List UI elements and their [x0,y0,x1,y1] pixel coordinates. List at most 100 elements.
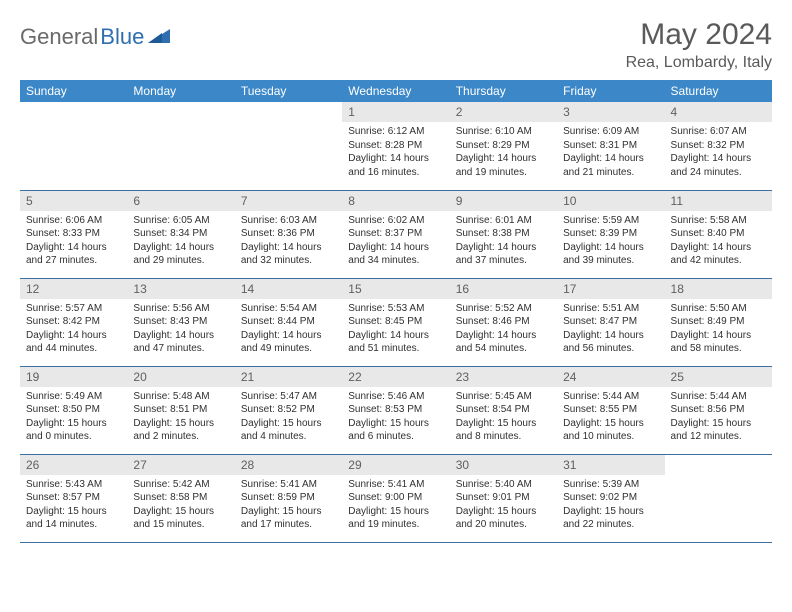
daylight-text: Daylight: 14 hours and 56 minutes. [563,329,658,356]
day-number: 29 [342,455,449,475]
daylight-text: Daylight: 14 hours and 47 minutes. [133,329,228,356]
day-number: 16 [450,279,557,299]
day-number: 31 [557,455,664,475]
calendar-week-row: 12Sunrise: 5:57 AMSunset: 8:42 PMDayligh… [20,278,772,366]
sunrise-text: Sunrise: 6:03 AM [241,214,336,228]
page-container: GeneralBlue May 2024 Rea, Lombardy, Ital… [0,0,792,561]
sunrise-text: Sunrise: 6:12 AM [348,125,443,139]
daylight-text: Daylight: 14 hours and 24 minutes. [671,152,766,179]
sunrise-text: Sunrise: 5:44 AM [671,390,766,404]
sunrise-text: Sunrise: 5:40 AM [456,478,551,492]
cell-body: Sunrise: 5:48 AMSunset: 8:51 PMDaylight:… [127,387,234,448]
cell-body: Sunrise: 5:42 AMSunset: 8:58 PMDaylight:… [127,475,234,536]
sunrise-text: Sunrise: 6:06 AM [26,214,121,228]
day-header: Saturday [665,80,772,102]
sunrise-text: Sunrise: 6:07 AM [671,125,766,139]
cell-body: Sunrise: 6:06 AMSunset: 8:33 PMDaylight:… [20,211,127,272]
cell-body: Sunrise: 6:02 AMSunset: 8:37 PMDaylight:… [342,211,449,272]
calendar-cell: 3Sunrise: 6:09 AMSunset: 8:31 PMDaylight… [557,102,664,190]
sunset-text: Sunset: 8:33 PM [26,227,121,241]
cell-body: Sunrise: 5:57 AMSunset: 8:42 PMDaylight:… [20,299,127,360]
day-number: 8 [342,191,449,211]
brand-logo: GeneralBlue [20,24,170,50]
daylight-text: Daylight: 14 hours and 16 minutes. [348,152,443,179]
day-number: 18 [665,279,772,299]
daylight-text: Daylight: 14 hours and 44 minutes. [26,329,121,356]
calendar-cell: 20Sunrise: 5:48 AMSunset: 8:51 PMDayligh… [127,366,234,454]
day-number-empty [20,102,127,122]
day-number: 20 [127,367,234,387]
day-header: Thursday [450,80,557,102]
calendar-cell: 19Sunrise: 5:49 AMSunset: 8:50 PMDayligh… [20,366,127,454]
day-number: 1 [342,102,449,122]
day-number: 22 [342,367,449,387]
day-number-empty [127,102,234,122]
calendar-cell: 14Sunrise: 5:54 AMSunset: 8:44 PMDayligh… [235,278,342,366]
calendar-cell: 31Sunrise: 5:39 AMSunset: 9:02 PMDayligh… [557,454,664,542]
calendar-cell [665,454,772,542]
daylight-text: Daylight: 14 hours and 51 minutes. [348,329,443,356]
daylight-text: Daylight: 15 hours and 6 minutes. [348,417,443,444]
day-number-empty [665,455,772,475]
calendar-cell: 10Sunrise: 5:59 AMSunset: 8:39 PMDayligh… [557,190,664,278]
daylight-text: Daylight: 14 hours and 39 minutes. [563,241,658,268]
cell-body: Sunrise: 5:49 AMSunset: 8:50 PMDaylight:… [20,387,127,448]
sunset-text: Sunset: 8:45 PM [348,315,443,329]
sunset-text: Sunset: 8:29 PM [456,139,551,153]
daylight-text: Daylight: 14 hours and 37 minutes. [456,241,551,268]
sunset-text: Sunset: 8:56 PM [671,403,766,417]
sunset-text: Sunset: 8:42 PM [26,315,121,329]
sunrise-text: Sunrise: 5:52 AM [456,302,551,316]
sunrise-text: Sunrise: 5:39 AM [563,478,658,492]
sunset-text: Sunset: 8:32 PM [671,139,766,153]
day-number: 17 [557,279,664,299]
cell-body: Sunrise: 6:05 AMSunset: 8:34 PMDaylight:… [127,211,234,272]
cell-body: Sunrise: 6:01 AMSunset: 8:38 PMDaylight:… [450,211,557,272]
sunrise-text: Sunrise: 5:51 AM [563,302,658,316]
sunrise-text: Sunrise: 6:01 AM [456,214,551,228]
sunset-text: Sunset: 8:31 PM [563,139,658,153]
day-header: Tuesday [235,80,342,102]
cell-body: Sunrise: 5:52 AMSunset: 8:46 PMDaylight:… [450,299,557,360]
daylight-text: Daylight: 14 hours and 27 minutes. [26,241,121,268]
calendar-cell [235,102,342,190]
sunrise-text: Sunrise: 6:10 AM [456,125,551,139]
day-number: 24 [557,367,664,387]
calendar-week-row: 5Sunrise: 6:06 AMSunset: 8:33 PMDaylight… [20,190,772,278]
calendar-cell: 24Sunrise: 5:44 AMSunset: 8:55 PMDayligh… [557,366,664,454]
sunset-text: Sunset: 9:00 PM [348,491,443,505]
sunset-text: Sunset: 8:47 PM [563,315,658,329]
day-number: 4 [665,102,772,122]
day-number: 23 [450,367,557,387]
sunrise-text: Sunrise: 5:50 AM [671,302,766,316]
day-number: 3 [557,102,664,122]
header-row: GeneralBlue May 2024 Rea, Lombardy, Ital… [20,18,772,72]
sunrise-text: Sunrise: 5:44 AM [563,390,658,404]
sunrise-text: Sunrise: 6:05 AM [133,214,228,228]
sunset-text: Sunset: 8:36 PM [241,227,336,241]
cell-body: Sunrise: 5:59 AMSunset: 8:39 PMDaylight:… [557,211,664,272]
calendar-cell: 27Sunrise: 5:42 AMSunset: 8:58 PMDayligh… [127,454,234,542]
day-number-empty [235,102,342,122]
sunrise-text: Sunrise: 5:43 AM [26,478,121,492]
day-header: Wednesday [342,80,449,102]
calendar-cell: 16Sunrise: 5:52 AMSunset: 8:46 PMDayligh… [450,278,557,366]
daylight-text: Daylight: 14 hours and 34 minutes. [348,241,443,268]
calendar-cell: 2Sunrise: 6:10 AMSunset: 8:29 PMDaylight… [450,102,557,190]
cell-body: Sunrise: 5:56 AMSunset: 8:43 PMDaylight:… [127,299,234,360]
calendar-cell: 8Sunrise: 6:02 AMSunset: 8:37 PMDaylight… [342,190,449,278]
daylight-text: Daylight: 15 hours and 20 minutes. [456,505,551,532]
calendar-cell: 25Sunrise: 5:44 AMSunset: 8:56 PMDayligh… [665,366,772,454]
cell-body: Sunrise: 5:54 AMSunset: 8:44 PMDaylight:… [235,299,342,360]
day-number: 21 [235,367,342,387]
calendar-cell: 6Sunrise: 6:05 AMSunset: 8:34 PMDaylight… [127,190,234,278]
day-header: Monday [127,80,234,102]
day-number: 14 [235,279,342,299]
calendar-week-row: 1Sunrise: 6:12 AMSunset: 8:28 PMDaylight… [20,102,772,190]
calendar-cell: 18Sunrise: 5:50 AMSunset: 8:49 PMDayligh… [665,278,772,366]
daylight-text: Daylight: 14 hours and 54 minutes. [456,329,551,356]
sunrise-text: Sunrise: 5:56 AM [133,302,228,316]
calendar-table: SundayMondayTuesdayWednesdayThursdayFrid… [20,80,772,543]
sunset-text: Sunset: 8:44 PM [241,315,336,329]
daylight-text: Daylight: 14 hours and 42 minutes. [671,241,766,268]
